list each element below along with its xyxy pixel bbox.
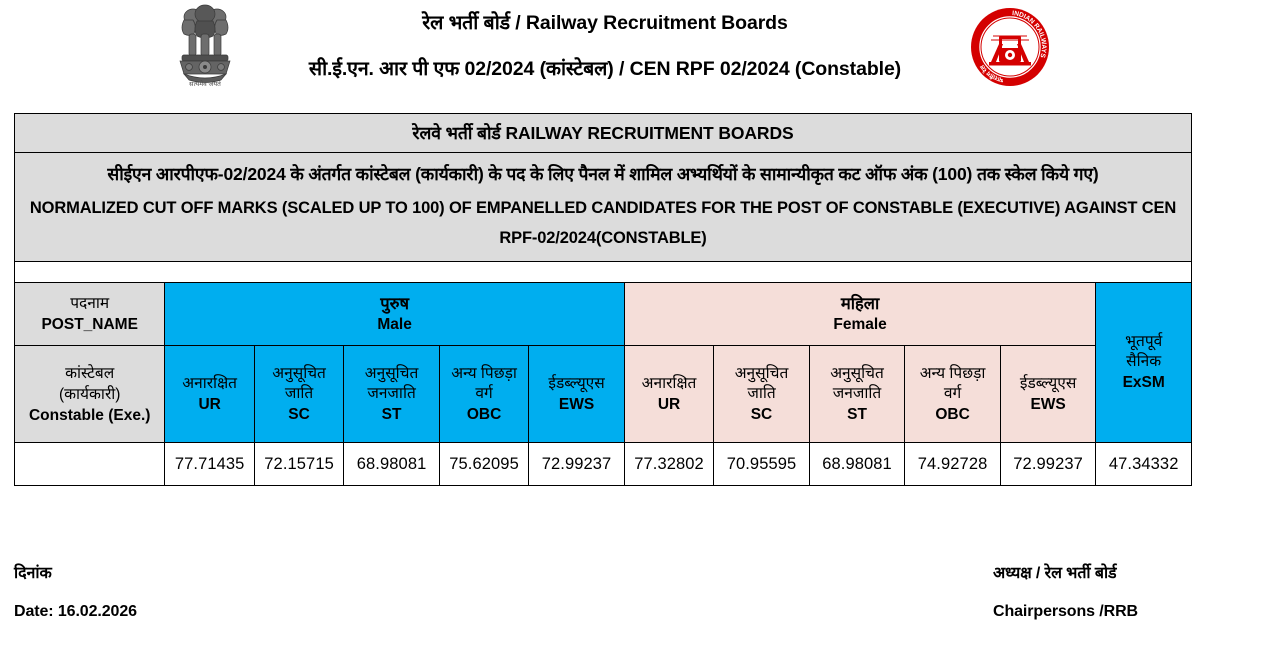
male-st-hindi-1: अनुसूचित [364,364,419,382]
female-obc-english: OBC [935,405,970,423]
exsm-english: ExSM [1122,373,1165,391]
male-ews-english: EWS [558,395,595,413]
male-obc-hindi-1: अन्य पिछड़ा [451,364,517,382]
column-header-female-obc: अन्य पिछड़ा वर्ग OBC [904,345,1001,443]
post-name-hindi-line-1: कांस्टेबल [65,364,115,382]
document-footer: दिनांक Date: 16.02.2026 अध्यक्ष / रेल भर… [0,562,1272,642]
footer-date-block: दिनांक Date: 16.02.2026 [14,562,137,624]
column-header-exsm: भूतपूर्व सैनिक ExSM [1095,282,1192,443]
letterhead-line-2: सी.ई.एन. आर पी एफ 02/2024 (कांस्टेबल) / … [308,58,902,80]
group-male-english: Male [377,316,412,333]
group-header-row: पदनाम POST_NAME पुरुष Male महिला Female … [13,282,1192,443]
female-ews-english: EWS [1030,395,1066,413]
column-header-male-sc: अनुसूचित जाति SC [253,345,345,443]
value-male-st: 68.98081 [343,442,440,486]
female-st-hindi-2: जनजाति [832,384,882,402]
female-ur-english: UR [657,395,681,413]
post-name-header: पदनाम POST_NAME [13,282,166,346]
group-female-english: Female [833,316,887,333]
female-sc-hindi-1: अनुसूचित [734,364,789,382]
post-name-header-english: POST_NAME [41,316,138,333]
male-obc-english: OBC [466,405,502,423]
cutoff-sheet: रेलवे भर्ती बोर्ड RAILWAY RECRUITMENT BO… [13,113,1192,486]
india-state-emblem-icon: सत्यमेव जयते [168,4,242,88]
male-ur-english: UR [198,395,221,413]
footer-signatory-hindi: अध्यक्ष / रेल भर्ती बोर्ड [993,565,1117,582]
spacer-cell [14,261,1192,283]
value-female-ews: 72.99237 [999,442,1097,486]
exsm-hindi-line-2: सैनिक [1126,352,1162,370]
footer-date-hindi: दिनांक [14,565,52,582]
table-title-row: रेलवे भर्ती बोर्ड RAILWAY RECRUITMENT BO… [14,113,1192,153]
male-ews-hindi-1: ईडब्ल्यूएस [548,374,605,392]
category-header-row: कांस्टेबल (कार्यकारी) Constable (Exe.) अ… [13,345,1192,443]
indian-railways-logo-icon: INDIAN RAILWAYS भारतीय रेल [969,6,1051,88]
spacer-row [14,261,1192,283]
svg-text:सत्यमेव जयते: सत्यमेव जयते [189,80,221,88]
table-row: 77.71435 72.15715 68.98081 75.62095 72.9… [13,442,1192,486]
board-title: रेलवे भर्ती बोर्ड RAILWAY RECRUITMENT BO… [14,113,1192,153]
male-ur-hindi-1: अनारक्षित [182,374,238,392]
male-sc-hindi-1: अनुसूचित [272,364,326,382]
column-header-male-obc: अन्य पिछड़ा वर्ग OBC [438,345,530,443]
male-st-english: ST [381,405,402,423]
column-header-male-ur: अनारक्षित UR [164,345,255,443]
value-male-obc: 75.62095 [438,442,530,486]
post-name-hindi-line-2: (कार्यकारी) [58,385,121,403]
female-sc-english: SC [750,405,773,423]
footer-date-english: Date: 16.02.2026 [14,603,137,620]
data-post-name [13,442,166,486]
female-sc-hindi-2: जाति [747,384,776,402]
value-male-ur: 77.71435 [164,442,255,486]
female-st-hindi-1: अनुसूचित [830,364,884,382]
post-name-header-hindi: पदनाम [70,295,110,312]
group-header-female: महिला Female [623,282,1097,346]
column-header-female-sc: अनुसूचित जाति SC [713,345,810,443]
value-female-st: 68.98081 [808,442,906,486]
letterhead: सत्यमेव जयते रेल भर्ती बोर्ड / Railway R… [0,0,1272,95]
group-header-male: पुरुष Male [164,282,625,346]
footer-signatory-block: अध्यक्ष / रेल भर्ती बोर्ड Chairpersons /… [993,562,1138,624]
subtitle-hindi: सीईएन आरपीएफ-02/2024 के अंतर्गत कांस्टेब… [107,164,1099,184]
column-header-female-ur: अनारक्षित UR [623,345,715,443]
male-obc-hindi-2: वर्ग [475,384,493,402]
male-sc-hindi-2: जाति [284,384,314,402]
group-male-hindi: पुरुष [380,295,409,313]
letterhead-text: रेल भर्ती बोर्ड / Railway Recruitment Bo… [250,8,960,84]
column-header-male-ews: ईडब्ल्यूएस EWS [528,345,625,443]
female-ews-hindi-1: ईडब्ल्यूएस [1019,374,1077,392]
male-sc-english: SC [288,405,310,423]
value-exsm: 47.34332 [1095,442,1192,486]
footer-signatory-english: Chairpersons /RRB [993,603,1138,620]
subtitle-block: सीईएन आरपीएफ-02/2024 के अंतर्गत कांस्टेब… [14,152,1192,262]
column-header-male-st: अनुसूचित जनजाति ST [343,345,440,443]
value-male-ews: 72.99237 [528,442,625,486]
table-subtitle-row: सीईएन आरपीएफ-02/2024 के अंतर्गत कांस्टेब… [14,152,1192,262]
value-female-ur: 77.32802 [623,442,715,486]
value-male-sc: 72.15715 [253,442,345,486]
post-name-value: कांस्टेबल (कार्यकारी) Constable (Exe.) [13,345,166,443]
male-st-hindi-2: जनजाति [367,384,416,402]
subtitle-english: NORMALIZED CUT OFF MARKS (SCALED UP TO 1… [29,199,1177,247]
column-header-female-ews: ईडब्ल्यूएस EWS [999,345,1097,443]
exsm-hindi-line-1: भूतपूर्व [1125,332,1163,350]
value-female-sc: 70.95595 [713,442,810,486]
cutoff-table: रेलवे भर्ती बोर्ड RAILWAY RECRUITMENT BO… [13,113,1192,486]
female-ur-hindi-1: अनारक्षित [641,374,697,392]
female-obc-hindi-1: अन्य पिछड़ा [919,364,986,382]
column-header-female-st: अनुसूचित जनजाति ST [808,345,906,443]
group-female-hindi: महिला [840,295,880,313]
letterhead-line-1: रेल भर्ती बोर्ड / Railway Recruitment Bo… [422,12,788,34]
female-st-english: ST [847,405,867,423]
post-name-english: Constable (Exe.) [28,406,151,424]
value-female-obc: 74.92728 [904,442,1001,486]
female-obc-hindi-2: वर्ग [943,384,962,402]
